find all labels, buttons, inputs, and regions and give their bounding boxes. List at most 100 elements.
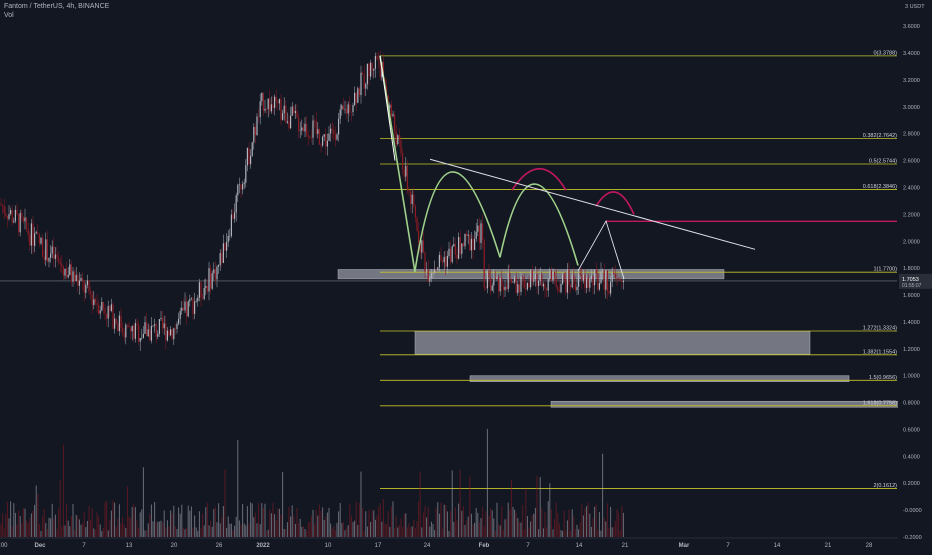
candle-body: [570, 285, 572, 288]
candle-body: [146, 322, 148, 337]
volume-bar: [61, 526, 63, 537]
candle-body: [390, 104, 392, 117]
volume-bar: [184, 529, 186, 537]
candle-body: [80, 277, 82, 281]
candle-body: [70, 264, 72, 282]
volume-bar: [613, 526, 615, 537]
candle-body: [165, 323, 167, 341]
volume-bar: [462, 506, 464, 537]
volume-bar: [24, 508, 26, 537]
candle-body: [254, 126, 256, 136]
candle-body: [344, 108, 346, 110]
volume-bar: [586, 506, 588, 537]
price-tick-label: 2.8000: [903, 132, 920, 138]
descending-trendline: [429, 158, 756, 250]
volume-bar: [334, 529, 336, 537]
fib-level-label: 0.5(2.5744): [869, 159, 897, 165]
candle-body: [147, 329, 149, 337]
volume-bar: [594, 506, 596, 537]
candle-body: [72, 271, 74, 282]
volume-bar: [214, 507, 216, 537]
volume-bar: [458, 503, 460, 537]
volume-bar: [189, 510, 191, 537]
candle-body: [158, 319, 160, 334]
volume-bar: [197, 530, 199, 537]
candle-body: [370, 62, 372, 77]
volume-bar: [102, 528, 104, 537]
volume-bar: [141, 509, 143, 537]
time-axis[interactable]: Dec 7 13 20 26 2022 10 17 24 Feb 7 14 21 Mar 7 14 21 28 12…: [0, 537, 898, 549]
price-tick-label: 0.2000: [903, 481, 920, 487]
candle-body: [144, 322, 146, 334]
candle-body: [325, 134, 327, 147]
candle-body: [2, 204, 4, 207]
volume-bar: [29, 517, 31, 537]
candle-body: [277, 101, 279, 104]
price-axis[interactable]: 3 USDT 3.6000 3.4000 3.2000 3.0000 2.8000 2.60…: [898, 0, 932, 550]
candle-body: [110, 304, 112, 311]
time-tick-label: 12:00: [0, 543, 8, 549]
volume-bar: [50, 518, 52, 537]
volume-bar: [331, 528, 333, 537]
volume-bar: [101, 530, 103, 537]
candle-body: [536, 274, 538, 286]
volume-bar: [77, 516, 79, 537]
candle-body: [86, 280, 88, 286]
volume-bar: [363, 530, 365, 537]
candle-body: [16, 209, 18, 215]
time-tick-label: 26: [216, 543, 223, 549]
time-tick-label: Mar: [679, 543, 690, 549]
wedge-lines: [577, 219, 625, 280]
price-tick-label: -0.2000: [903, 535, 922, 541]
volume-bar: [374, 519, 376, 537]
volume-bar: [413, 519, 415, 537]
time-tick-label: 13: [126, 543, 133, 549]
candle-body: [259, 101, 261, 118]
candle-body: [438, 254, 440, 268]
candle-body: [342, 105, 344, 110]
volume-bar: [179, 513, 181, 537]
volume-bar: [94, 529, 96, 537]
candle-body: [597, 273, 599, 290]
candle-body: [358, 88, 360, 96]
candle-body: [533, 279, 535, 282]
candle-body: [560, 283, 562, 293]
volume-bar: [490, 508, 492, 537]
volume-bar: [568, 509, 570, 537]
candle-body: [499, 277, 501, 292]
candle-body: [424, 252, 426, 272]
candle-body: [347, 104, 349, 114]
candle-body: [445, 256, 447, 267]
volume-bar: [426, 517, 428, 537]
volume-bar: [547, 501, 549, 537]
volume-bar: [37, 493, 39, 537]
candle-body: [392, 114, 394, 117]
volume-bar: [186, 528, 188, 537]
candle-body: [190, 298, 192, 300]
volume-bar: [608, 527, 610, 537]
candle-body: [501, 277, 503, 287]
volume-bar: [469, 476, 471, 537]
candle-body: [69, 264, 71, 275]
symbol-title[interactable]: Fantom / TetherUS, 4h, BINANCE: [4, 3, 110, 10]
volume-bar: [302, 525, 304, 537]
volume-bar: [445, 504, 447, 537]
volume-bar: [400, 518, 402, 537]
candle-body: [21, 212, 23, 218]
candle-body: [394, 114, 396, 132]
candle-body: [170, 329, 172, 336]
candle-body: [507, 272, 509, 290]
volume-bar: [406, 527, 408, 537]
volume-bar: [499, 525, 501, 537]
candle-body: [150, 325, 152, 341]
volume-bar: [398, 524, 400, 537]
volume-bar: [466, 520, 468, 537]
candle-body: [29, 234, 31, 246]
candle-body: [198, 282, 200, 298]
volume-bar: [27, 522, 29, 537]
volume-bar: [506, 518, 508, 537]
volume-bar: [88, 506, 90, 537]
candle-body: [416, 217, 418, 231]
